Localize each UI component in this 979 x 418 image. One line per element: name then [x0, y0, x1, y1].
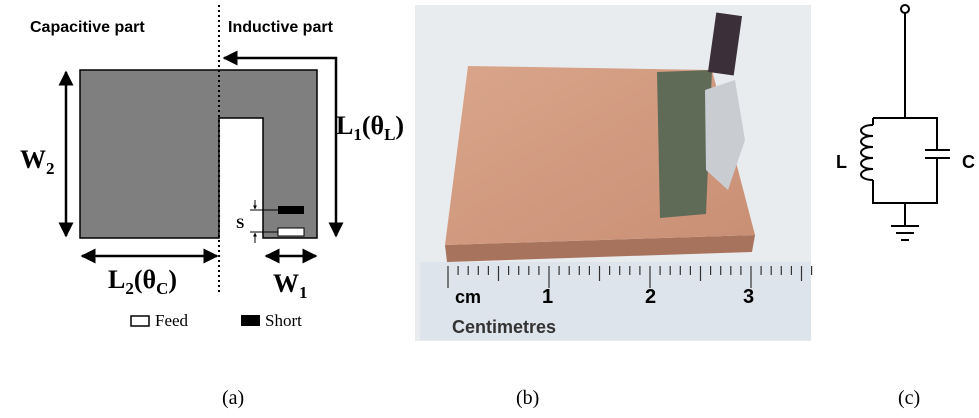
inductor-label: L: [836, 152, 847, 172]
ground-strip: [657, 70, 712, 218]
label-part: W: [20, 145, 46, 174]
label-part: 2: [125, 279, 134, 298]
s-label: S: [236, 216, 244, 232]
l1-label: L1(θL): [336, 111, 404, 144]
inductor-coil: [861, 125, 873, 180]
ruler-unit: cm: [455, 287, 481, 307]
label-part: L: [336, 111, 353, 140]
inductive-title: Inductive part: [228, 19, 334, 36]
panel-c: L C (c): [836, 5, 975, 409]
label-part: ): [168, 265, 177, 294]
ruler-mark: 3: [743, 286, 754, 308]
legend-feed: Feed: [155, 311, 189, 330]
ruler-mark: 1: [542, 286, 553, 308]
legend-short: Short: [265, 311, 302, 330]
short-pad: [278, 206, 304, 214]
label-part: C: [156, 279, 168, 298]
label-part: 1: [353, 125, 362, 144]
label-part: L: [384, 125, 395, 144]
label-part: (θ: [134, 265, 156, 294]
w1-label: W1: [273, 269, 308, 302]
feed-pad: [278, 228, 304, 236]
circuit-wires: [873, 13, 950, 240]
legend-feed-swatch: [131, 316, 149, 326]
ruler-name: Centimetres: [452, 317, 556, 337]
legend-short-swatch: [241, 315, 260, 326]
label-part: 1: [299, 283, 308, 302]
terminal: [901, 5, 909, 13]
caption-b: (b): [516, 387, 539, 409]
capacitor-label: C: [962, 152, 975, 172]
l2-label: L2(θC): [108, 265, 177, 298]
label-part: 2: [46, 159, 55, 178]
panel-a: Capacitive part Inductive part W2 L1(θL)…: [20, 5, 404, 409]
panel-b: cm 1 2 3 Centimetres (b): [415, 5, 812, 409]
label-part: L: [108, 265, 125, 294]
figure: Capacitive part Inductive part W2 L1(θL)…: [0, 0, 979, 418]
label-part: W: [273, 269, 299, 298]
caption-c: (c): [898, 387, 920, 409]
capacitive-title: Capacitive part: [30, 19, 145, 36]
label-part: (θ: [362, 111, 384, 140]
ruler-mark: 2: [645, 286, 656, 308]
caption-a: (a): [222, 387, 244, 409]
label-part: ): [395, 111, 404, 140]
w2-label: W2: [20, 145, 55, 178]
